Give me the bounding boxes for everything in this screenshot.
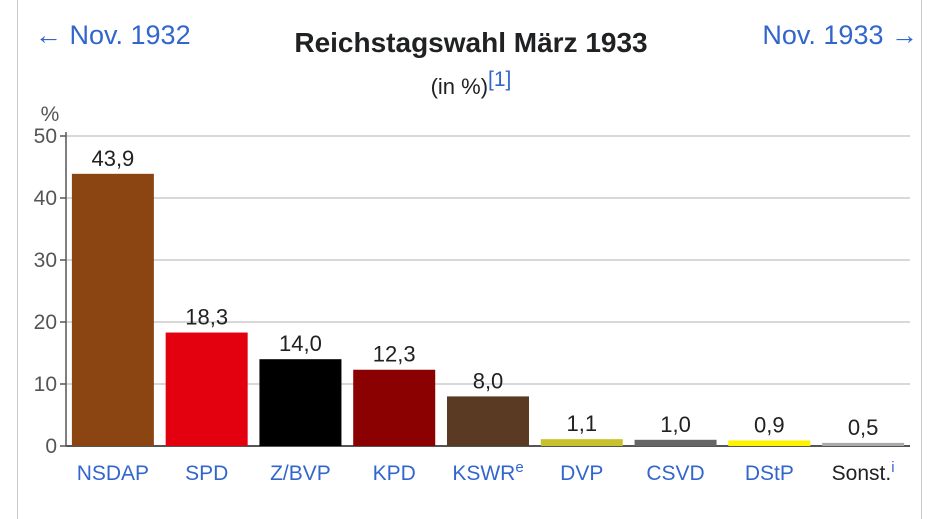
subtitle-text: (in %)	[430, 74, 489, 99]
bar-value-label: 18,3	[185, 305, 228, 330]
y-tick-label: 30	[34, 249, 57, 272]
bar-value-label: 12,3	[373, 342, 416, 367]
x-category-label[interactable]: DStP	[745, 462, 794, 485]
x-category-label[interactable]: DVP	[560, 462, 603, 485]
y-tick-label: 40	[34, 187, 57, 210]
bar-z-bvp	[259, 359, 342, 446]
bar-value-label: 8,0	[473, 368, 504, 393]
x-category-label[interactable]: KPD	[373, 462, 416, 485]
bar-value-label: 1,1	[566, 411, 597, 436]
x-category-label[interactable]: SPD	[185, 462, 228, 485]
bar-value-label: 0,5	[848, 415, 879, 440]
y-tick-label: 50	[34, 125, 57, 148]
x-category-label[interactable]: KSWRe	[452, 459, 523, 485]
x-category-label: Sonst.i	[832, 459, 895, 485]
bar-value-label: 1,0	[660, 412, 691, 437]
x-category-label[interactable]: CSVD	[646, 462, 704, 485]
bar-dvp	[540, 439, 623, 446]
bar-kswr	[447, 396, 529, 446]
prev-election-link[interactable]: ← Nov. 1932	[35, 20, 191, 50]
y-tick-label: 0	[45, 435, 57, 458]
bar-nsdap	[71, 173, 154, 446]
bar-spd	[165, 332, 248, 446]
bar-sonst-	[822, 442, 905, 446]
chart-subtitle: (in %)[1]	[0, 68, 942, 100]
chart-title: Reichstagswahl März 1933	[294, 27, 648, 58]
next-election-link[interactable]: Nov. 1933 →	[762, 20, 918, 50]
bar-dstp	[728, 440, 811, 446]
y-tick-label: 20	[34, 311, 57, 334]
bar-value-label: 43,9	[91, 146, 134, 171]
chart-frame	[17, 0, 922, 519]
bar-csvd	[634, 439, 717, 446]
y-tick-label: 10	[34, 373, 57, 396]
y-axis-unit-label: %	[41, 103, 60, 126]
bar-kpd	[353, 369, 436, 446]
x-category-label[interactable]: Z/BVP	[270, 462, 331, 485]
reference-link[interactable]: [1]	[488, 68, 512, 91]
bar-value-label: 14,0	[279, 331, 322, 356]
bar-value-label: 0,9	[754, 412, 785, 437]
x-category-label[interactable]: NSDAP	[77, 462, 149, 485]
